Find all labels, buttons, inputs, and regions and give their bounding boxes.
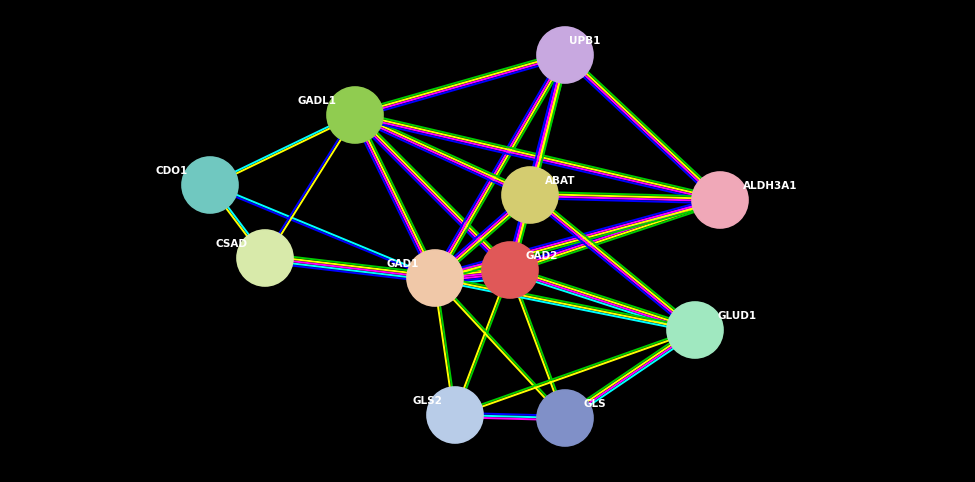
- Circle shape: [502, 167, 558, 223]
- Circle shape: [692, 172, 748, 228]
- Circle shape: [327, 87, 383, 143]
- Text: GLUD1: GLUD1: [718, 311, 757, 321]
- Text: GAD2: GAD2: [526, 251, 558, 261]
- Circle shape: [537, 390, 593, 446]
- Circle shape: [407, 250, 463, 306]
- Text: GAD1: GAD1: [387, 259, 419, 269]
- Circle shape: [427, 387, 483, 443]
- Circle shape: [667, 302, 723, 358]
- Text: CDO1: CDO1: [156, 166, 188, 176]
- Text: GLS: GLS: [584, 399, 606, 409]
- Circle shape: [482, 242, 538, 298]
- Text: ABAT: ABAT: [545, 176, 575, 186]
- Text: GADL1: GADL1: [297, 96, 336, 106]
- Circle shape: [182, 157, 238, 213]
- Text: GLS2: GLS2: [412, 396, 442, 406]
- Text: UPB1: UPB1: [569, 36, 601, 46]
- Circle shape: [237, 230, 293, 286]
- Text: CSAD: CSAD: [215, 239, 247, 249]
- Circle shape: [537, 27, 593, 83]
- Text: ALDH3A1: ALDH3A1: [743, 181, 798, 191]
